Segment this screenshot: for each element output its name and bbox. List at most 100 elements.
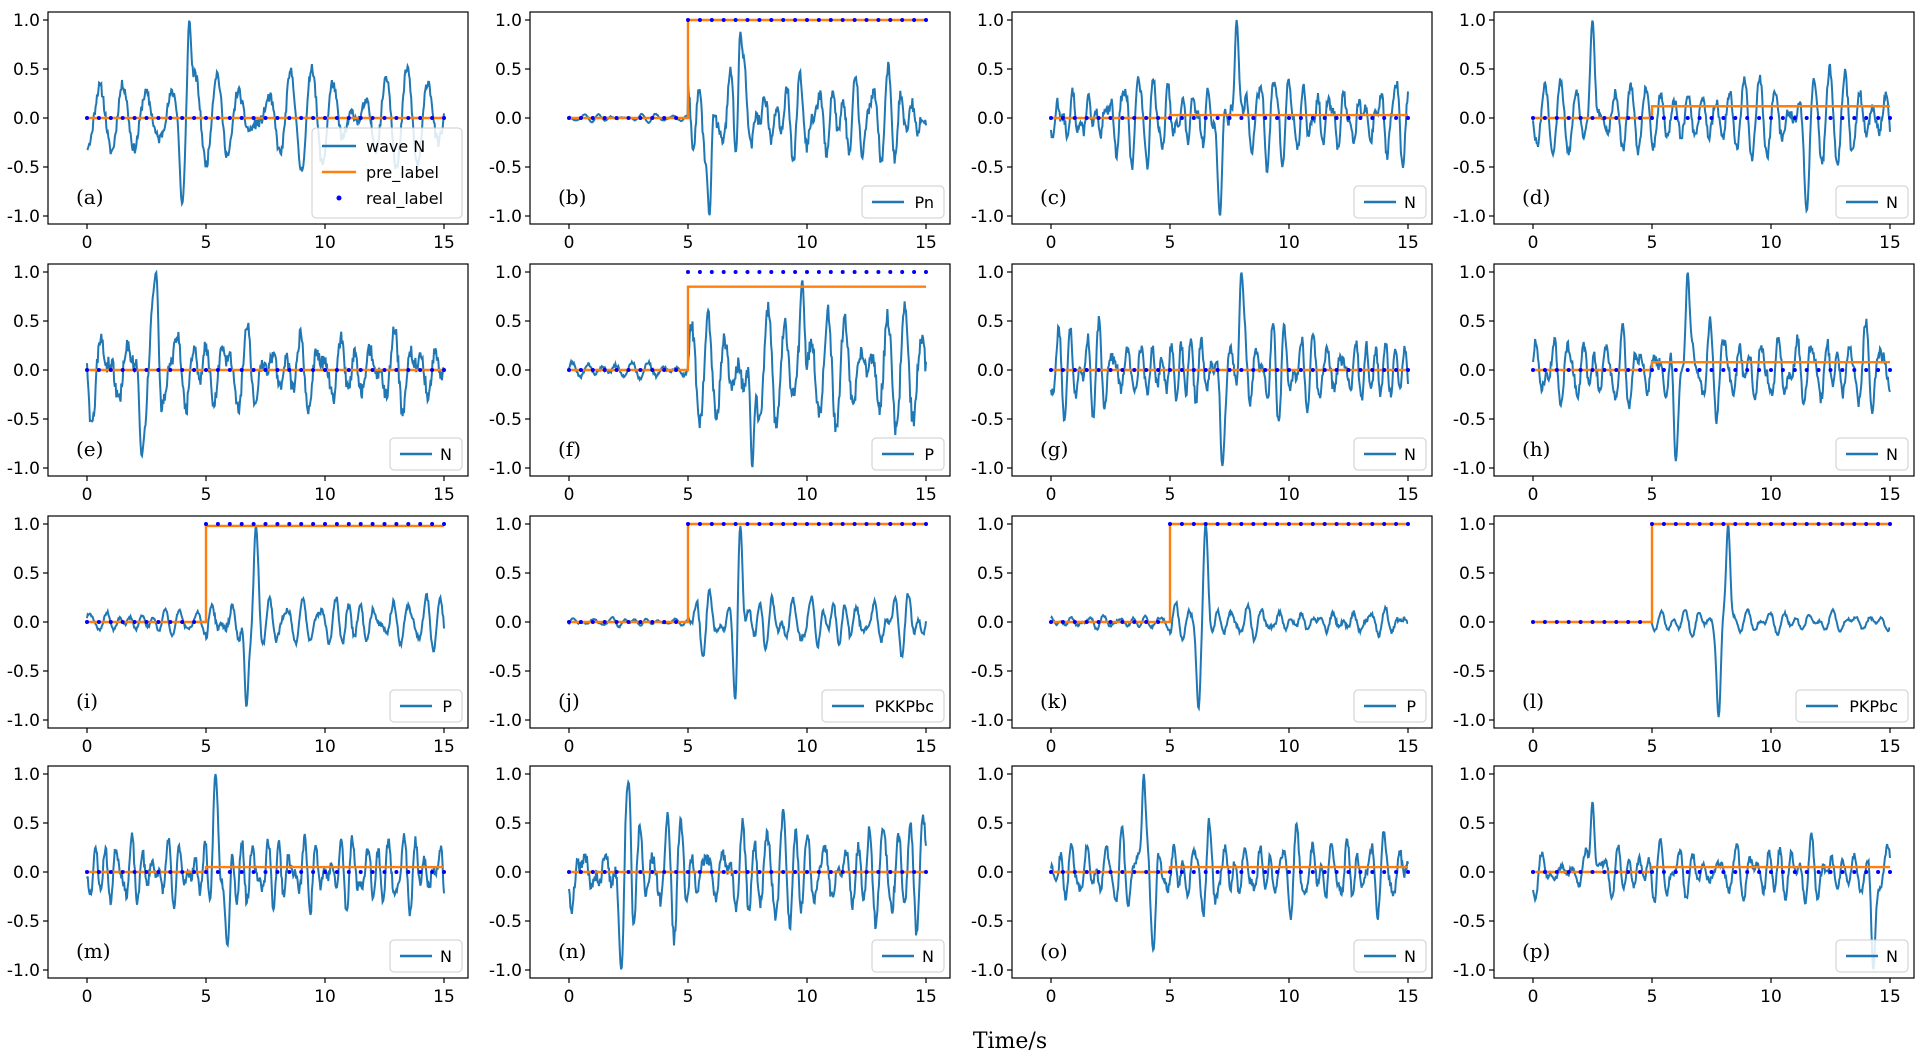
real-label-point-f: [674, 368, 679, 372]
real-label-point-j: [638, 620, 643, 624]
x-tick-label-h: 10: [1760, 485, 1782, 505]
real-label-point-m: [346, 870, 351, 874]
panel-label-k: (k): [1040, 689, 1068, 713]
real-label-point-i: [215, 522, 220, 526]
x-tick-label-a: 10: [314, 233, 336, 253]
real-label-point-p: [1721, 870, 1726, 874]
x-tick-label-p: 0: [1528, 987, 1539, 1007]
real-label-point-d: [1554, 116, 1559, 120]
real-label-point-e: [406, 368, 411, 372]
y-tick-label-f: 0.0: [495, 361, 522, 381]
real-label-point-b: [757, 18, 762, 22]
real-label-point-d: [1661, 116, 1666, 120]
real-label-point-h: [1840, 368, 1845, 372]
real-label-point-k: [1227, 522, 1232, 526]
real-label-point-e: [287, 368, 292, 372]
y-tick-label-b: 0.0: [495, 109, 522, 129]
real-label-point-l: [1578, 620, 1583, 624]
real-label-point-o: [1060, 870, 1065, 874]
real-label-point-g: [1191, 368, 1196, 372]
real-label-point-f: [626, 368, 631, 372]
real-label-point-c: [1191, 116, 1196, 120]
real-label-point-o: [1322, 870, 1327, 874]
real-label-point-a: [370, 116, 375, 120]
real-label-point-b: [769, 18, 774, 22]
real-label-point-o: [1227, 870, 1232, 874]
real-label-point-n: [650, 870, 655, 874]
y-tick-label-f: 0.5: [495, 312, 522, 332]
real-label-point-d: [1804, 116, 1809, 120]
x-tick-label-p: 10: [1760, 987, 1782, 1007]
real-label-point-m: [120, 870, 125, 874]
real-label-point-h: [1661, 368, 1666, 372]
x-tick-label-h: 5: [1647, 485, 1658, 505]
real-label-point-i: [346, 522, 351, 526]
legend-label-g: N: [1404, 445, 1416, 464]
panel-label-l: (l): [1522, 689, 1544, 713]
real-label-point-f: [614, 368, 619, 372]
real-label-point-o: [1358, 870, 1363, 874]
real-label-point-d: [1757, 116, 1762, 120]
real-label-point-h: [1721, 368, 1726, 372]
real-label-point-n: [567, 870, 571, 874]
real-label-point-f: [781, 270, 786, 274]
y-tick-label-l: -1.0: [1453, 711, 1486, 731]
y-tick-label-p: -1.0: [1453, 961, 1486, 981]
real-label-point-g: [1382, 368, 1387, 372]
real-label-point-e: [239, 368, 244, 372]
real-label-point-g: [1072, 368, 1077, 372]
real-label-point-b: [650, 116, 655, 120]
real-label-point-l: [1626, 620, 1631, 624]
real-label-point-n: [769, 870, 774, 874]
panel-b: -1.0 -0.5 0.0 0.5 1.0 0 5 10 15 (b) Pn: [489, 11, 951, 253]
legend-label-b: Pn: [914, 193, 934, 212]
real-label-point-i: [382, 522, 387, 526]
real-label-point-g: [1370, 368, 1375, 372]
x-tick-label-d: 5: [1647, 233, 1658, 253]
real-label-point-f: [757, 270, 762, 274]
real-label-point-k: [1215, 522, 1220, 526]
real-label-point-g: [1215, 368, 1220, 372]
real-label-point-e: [215, 368, 220, 372]
real-label-point-b: [602, 116, 607, 120]
real-label-point-d: [1840, 116, 1845, 120]
x-tick-label-k: 15: [1397, 737, 1419, 757]
real-label-point-i: [430, 522, 435, 526]
real-label-point-n: [805, 870, 809, 874]
real-label-point-g: [1239, 368, 1244, 372]
real-label-point-c: [1322, 116, 1327, 120]
real-label-point-n: [590, 870, 595, 874]
real-label-point-p: [1888, 870, 1892, 874]
real-label-point-o: [1239, 870, 1244, 874]
x-tick-label-o: 0: [1046, 987, 1057, 1007]
real-label-point-e: [263, 368, 268, 372]
x-tick-label-g: 0: [1046, 485, 1057, 505]
real-label-point-i: [394, 522, 399, 526]
legend-label-d: N: [1886, 193, 1898, 212]
waveform-line-o: [1050, 773, 1409, 954]
real-label-point-e: [275, 368, 280, 372]
x-tick-label-j: 5: [683, 737, 694, 757]
panel-label-f: (f): [558, 437, 581, 461]
real-label-point-m: [227, 870, 232, 874]
legend-label-j: PKKPbc: [875, 697, 934, 716]
real-label-point-b: [614, 116, 619, 120]
real-label-point-e: [96, 368, 101, 372]
y-tick-label-j: 0.0: [495, 613, 522, 633]
shared-x-axis-label: Time/s: [973, 1029, 1047, 1054]
real-label-point-j: [840, 522, 845, 526]
real-label-point-h: [1554, 368, 1559, 372]
real-label-point-d: [1888, 116, 1892, 120]
real-label-point-k: [1156, 620, 1161, 624]
y-tick-label-c: 0.0: [977, 109, 1004, 129]
real-label-point-n: [709, 870, 714, 874]
real-label-point-j: [614, 620, 619, 624]
real-label-point-n: [686, 870, 690, 874]
y-tick-label-c: -0.5: [971, 158, 1004, 178]
real-label-point-e: [132, 368, 137, 372]
real-label-point-i: [168, 620, 173, 624]
real-label-point-f: [686, 270, 690, 274]
real-label-point-m: [334, 870, 339, 874]
y-tick-label-k: 1.0: [977, 515, 1004, 535]
x-tick-label-l: 10: [1760, 737, 1782, 757]
